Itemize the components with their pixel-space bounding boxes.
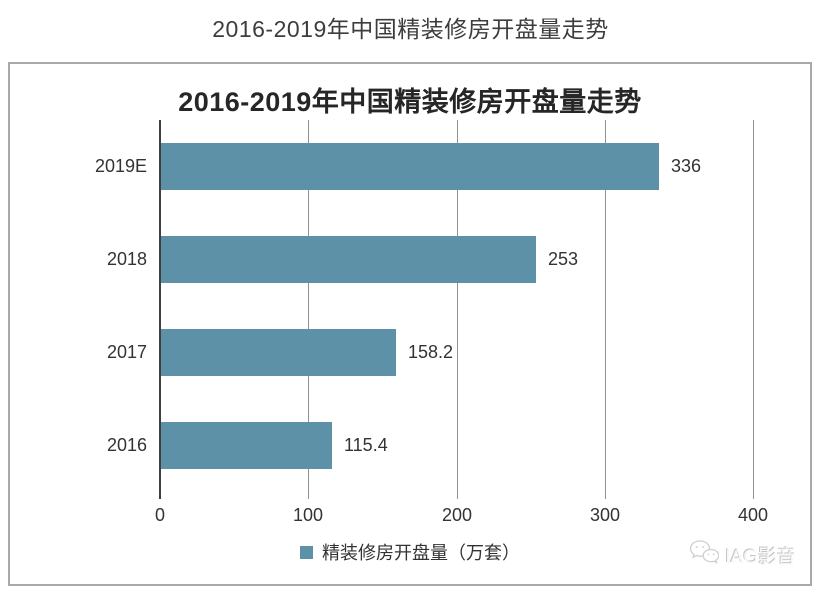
plot-area: 0 100 200 300 400 2019E 336 2018 253 2017 158.2 201… (95, 120, 768, 525)
value-label-2017: 158.2 (408, 342, 454, 362)
legend-swatch (300, 545, 313, 559)
x-tick-label-300: 300 (589, 505, 621, 525)
chart-title: 2016-2019年中国精装修房开盘量走势 (178, 87, 642, 117)
category-label-2019E: 2019E (94, 156, 147, 176)
bar-2019E (161, 143, 659, 190)
watermark: IAG影音 (689, 539, 796, 571)
category-label-2017: 2017 (106, 342, 147, 362)
x-tick-label-0: 0 (154, 505, 165, 525)
category-label-2018: 2018 (106, 249, 147, 269)
value-label-2019E: 336 (671, 156, 702, 176)
bar-2017 (161, 329, 396, 376)
bar-2018 (161, 236, 536, 283)
chart-card: 2016-2019年中国精装修房开盘量走势 0 100 200 300 400 2019E… (8, 62, 812, 586)
x-tick-label-100: 100 (292, 505, 324, 525)
category-label-2016: 2016 (106, 435, 147, 455)
page-title: 2016-2019年中国精装修房开盘量走势 (212, 16, 609, 42)
gridline-200 (457, 120, 458, 499)
x-tick-label-400: 400 (737, 505, 769, 525)
gridline-100 (308, 120, 309, 499)
x-tick-label-200: 200 (441, 505, 473, 525)
legend-label: 精装修房开盘量（万套） (322, 543, 520, 563)
gridline-300 (605, 120, 606, 499)
watermark-text: IAG影音 (725, 546, 796, 568)
value-label-2018: 253 (548, 249, 579, 269)
wechat-icon (689, 539, 720, 571)
gridline-400 (753, 120, 754, 499)
bar-2016 (161, 422, 332, 469)
value-label-2016: 115.4 (344, 435, 388, 455)
y-axis-line (159, 120, 161, 499)
chart-legend: 精装修房开盘量（万套） (10, 540, 810, 564)
